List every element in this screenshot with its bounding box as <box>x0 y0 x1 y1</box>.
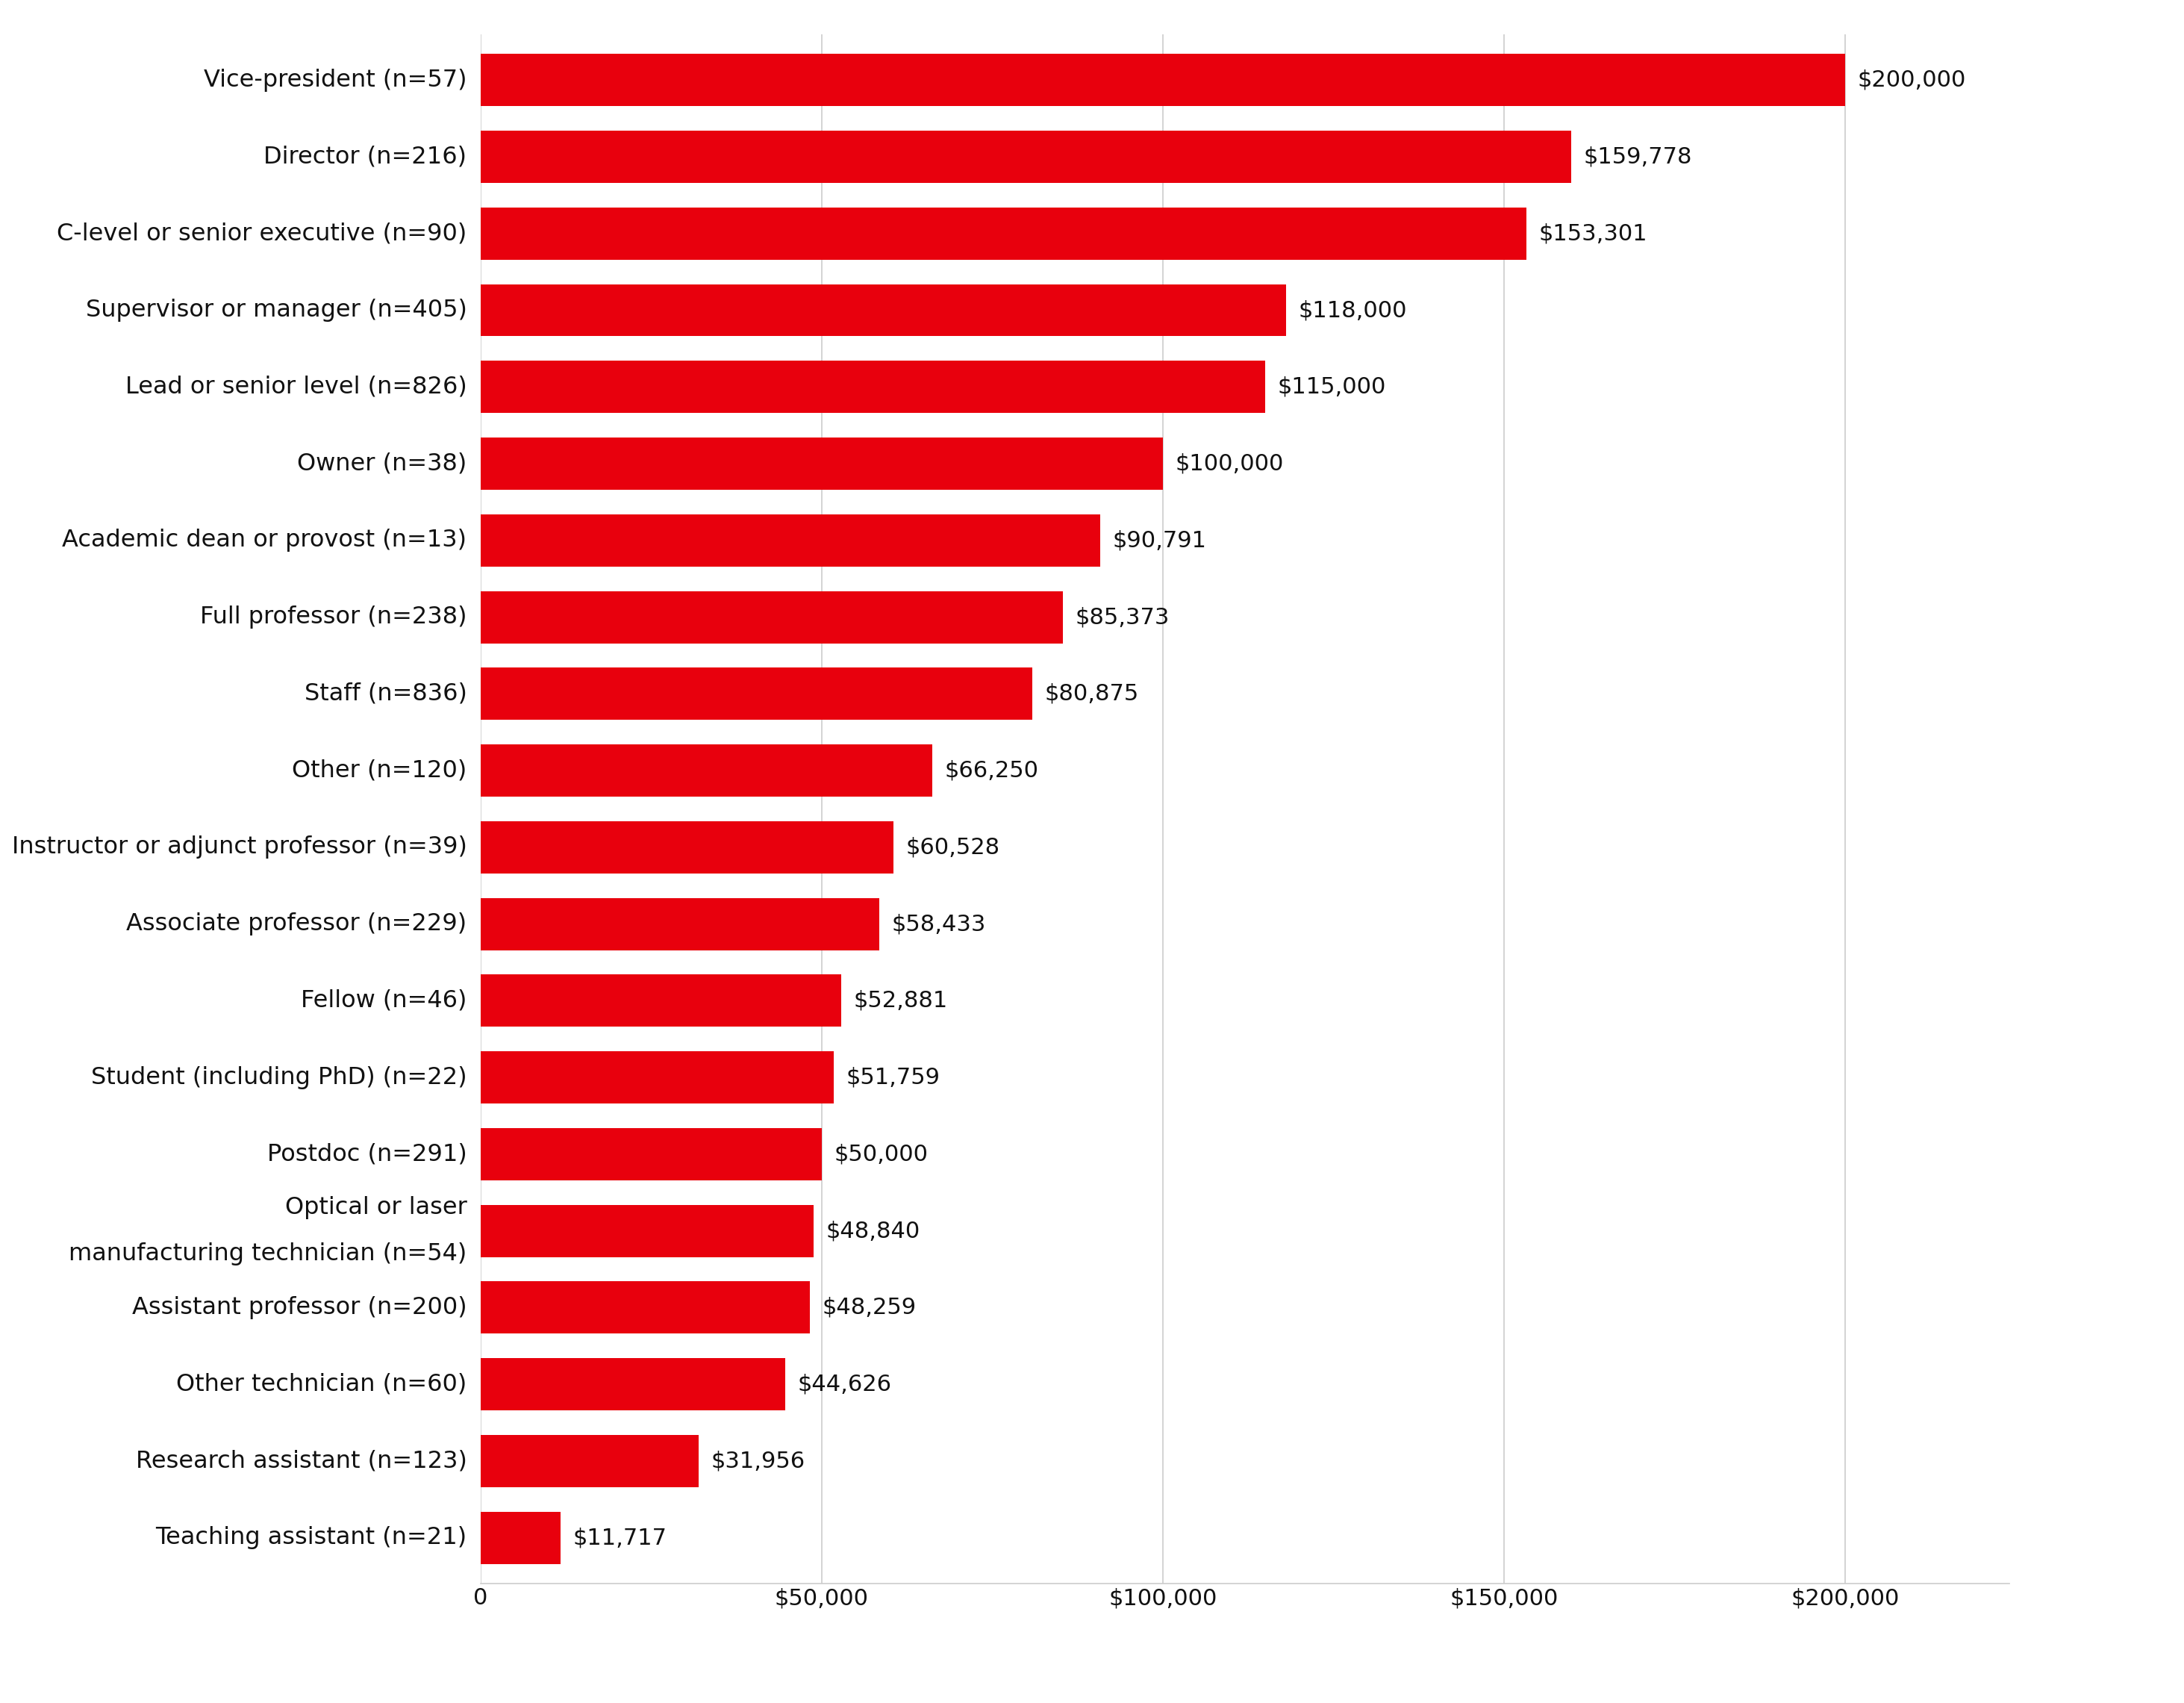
Text: $51,759: $51,759 <box>845 1066 939 1088</box>
Text: Lead or senior level (n=826): Lead or senior level (n=826) <box>124 375 467 399</box>
Text: Supervisor or manager (n=405): Supervisor or manager (n=405) <box>85 298 467 322</box>
Bar <box>480 1512 561 1563</box>
Text: Postdoc (n=291): Postdoc (n=291) <box>266 1143 467 1167</box>
Bar <box>480 438 1162 490</box>
Bar <box>480 591 1064 644</box>
Text: C-level or senior executive (n=90): C-level or senior executive (n=90) <box>57 221 467 245</box>
Bar <box>480 744 933 797</box>
Text: $31,956: $31,956 <box>710 1451 806 1471</box>
Text: Other (n=120): Other (n=120) <box>293 760 467 782</box>
Text: $50,000: $50,000 <box>834 1143 928 1165</box>
Text: $90,791: $90,791 <box>1112 530 1206 552</box>
Bar <box>480 1359 784 1410</box>
Text: $159,778: $159,778 <box>1583 146 1693 167</box>
Text: $115,000: $115,000 <box>1278 376 1387 399</box>
Bar <box>480 821 893 874</box>
Text: $200,000: $200,000 <box>1859 70 1966 90</box>
Text: Owner (n=38): Owner (n=38) <box>297 451 467 475</box>
Bar <box>480 208 1527 259</box>
Text: Research assistant (n=123): Research assistant (n=123) <box>135 1449 467 1473</box>
Text: $11,717: $11,717 <box>572 1528 666 1548</box>
Text: Optical or laser: Optical or laser <box>284 1196 467 1219</box>
Bar <box>480 1436 699 1487</box>
Text: Fellow (n=46): Fellow (n=46) <box>301 989 467 1012</box>
Bar <box>480 131 1570 182</box>
Text: Instructor or adjunct professor (n=39): Instructor or adjunct professor (n=39) <box>11 836 467 858</box>
Text: $44,626: $44,626 <box>797 1374 891 1395</box>
Text: Staff (n=836): Staff (n=836) <box>304 683 467 705</box>
Text: $52,881: $52,881 <box>854 989 948 1012</box>
Text: Teaching assistant (n=21): Teaching assistant (n=21) <box>155 1526 467 1550</box>
Text: $153,301: $153,301 <box>1540 223 1647 244</box>
Text: Director (n=216): Director (n=216) <box>264 145 467 169</box>
Text: $60,528: $60,528 <box>906 836 1000 858</box>
Bar <box>480 284 1286 335</box>
Text: $66,250: $66,250 <box>946 760 1040 782</box>
Bar <box>480 897 880 950</box>
Text: $100,000: $100,000 <box>1175 453 1284 475</box>
Bar <box>480 1051 834 1104</box>
Text: $58,433: $58,433 <box>891 913 985 935</box>
Bar <box>480 514 1101 567</box>
Text: $80,875: $80,875 <box>1044 683 1140 705</box>
Text: $85,373: $85,373 <box>1075 606 1171 628</box>
Text: $48,259: $48,259 <box>821 1296 917 1318</box>
Text: Other technician (n=60): Other technician (n=60) <box>177 1373 467 1396</box>
Bar <box>480 1204 815 1257</box>
Bar <box>480 668 1033 720</box>
Text: Assistant professor (n=200): Assistant professor (n=200) <box>131 1296 467 1320</box>
Bar <box>480 54 1845 106</box>
Text: manufacturing technician (n=54): manufacturing technician (n=54) <box>70 1241 467 1265</box>
Text: Vice-president (n=57): Vice-president (n=57) <box>203 68 467 92</box>
Bar <box>480 1127 821 1180</box>
Bar <box>480 974 841 1027</box>
Text: Student (including PhD) (n=22): Student (including PhD) (n=22) <box>92 1066 467 1088</box>
Text: Academic dean or provost (n=13): Academic dean or provost (n=13) <box>63 530 467 552</box>
Text: $118,000: $118,000 <box>1297 300 1406 322</box>
Text: $48,840: $48,840 <box>826 1219 919 1241</box>
Bar <box>480 1282 810 1333</box>
Text: Associate professor (n=229): Associate professor (n=229) <box>127 913 467 935</box>
Bar <box>480 361 1265 414</box>
Text: Full professor (n=238): Full professor (n=238) <box>201 606 467 628</box>
